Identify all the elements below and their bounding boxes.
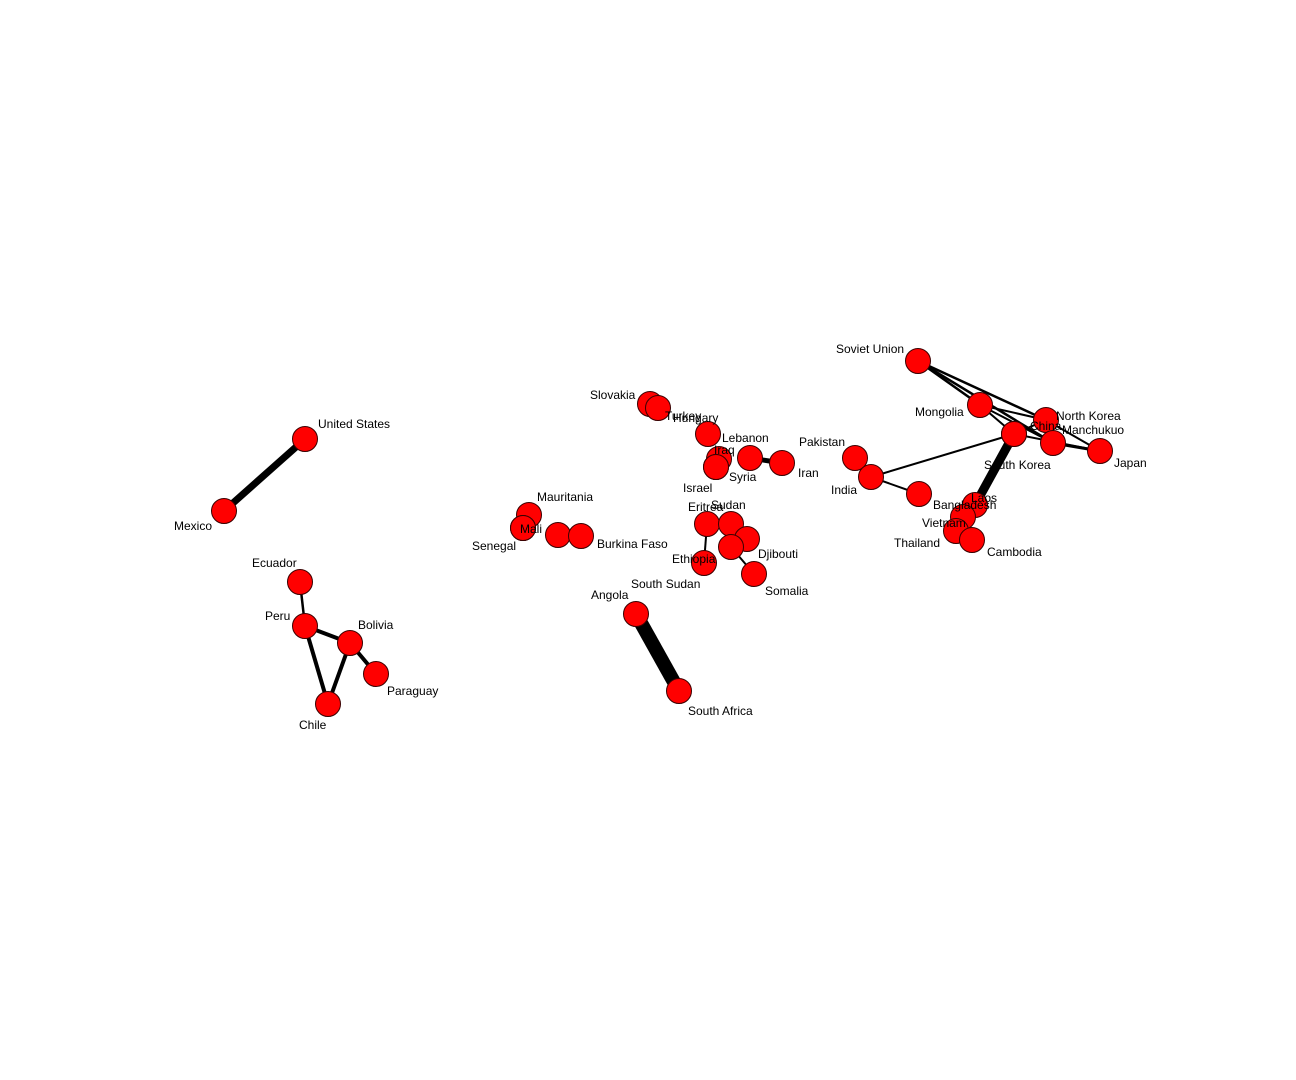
edge-angola-south_africa — [629, 610, 686, 695]
node-label-slovakia: Slovakia — [590, 388, 636, 402]
node-turkey — [645, 395, 671, 421]
node-south-africa — [666, 678, 692, 704]
node-label-israel: Israel — [683, 481, 712, 495]
node-label-iran: Iran — [798, 466, 819, 480]
node-eritrea — [694, 511, 720, 537]
node-label-burkina-faso: Burkina Faso — [597, 537, 668, 551]
node-label-sudan: Sudan — [711, 498, 746, 512]
node-label-mauritania: Mauritania — [537, 490, 593, 504]
node-label-senegal: Senegal — [472, 539, 516, 553]
node-label-south-sudan: South Sudan — [631, 577, 700, 591]
node-label-north-korea: North Korea — [1056, 409, 1121, 423]
node-label-hungary: Hungary — [673, 411, 718, 425]
node-label-ecuador: Ecuador — [252, 556, 297, 570]
node-ethiopia — [691, 550, 717, 576]
node-pakistan — [842, 445, 868, 471]
node-cambodia — [959, 527, 985, 553]
edge-china-india — [870, 433, 1015, 478]
label-layer: United States Mexico Ecuador Peru Bolivia Par… — [174, 342, 1147, 732]
node-soviet-union — [905, 348, 931, 374]
node-label-somalia: Somalia — [765, 584, 809, 598]
edge-united_states-mexico — [221, 436, 308, 514]
node-somalia — [741, 561, 767, 587]
node-label-china: China — [1030, 419, 1062, 433]
node-label-bangladesh: Bangladesh — [933, 498, 996, 512]
edge-soviet_union-north_korea — [917, 359, 1047, 422]
node-manchukuo — [1040, 430, 1066, 456]
node-label-japan: Japan — [1114, 456, 1147, 470]
node-ecuador — [287, 569, 313, 595]
node-label-eritrea: Eritrea — [688, 500, 724, 514]
node-india — [858, 464, 884, 490]
node-layer — [211, 348, 1113, 717]
node-label-ethiopia: Ethiopia — [672, 552, 716, 566]
node-iran — [769, 450, 795, 476]
node-label-bolivia: Bolivia — [358, 618, 394, 632]
node-label-india: India — [831, 483, 857, 497]
node-label-iraq: Iraq — [714, 443, 735, 457]
node-label-south-africa: South Africa — [688, 704, 753, 718]
node-label-peru: Peru — [265, 609, 290, 623]
edge-china-laos — [971, 431, 1018, 508]
node-mexico — [211, 498, 237, 524]
node-label-lebanon: Lebanon — [722, 431, 769, 445]
node-angola — [623, 601, 649, 627]
node-label-laos: Laos — [971, 491, 997, 505]
node-label-paraguay: Paraguay — [387, 684, 438, 698]
edge-peru-chile — [303, 625, 330, 705]
node-south-korea — [1001, 421, 1027, 447]
node-label-syria: Syria — [729, 470, 757, 484]
node-burkina-faso-a — [545, 522, 571, 548]
node-burkina-faso — [568, 523, 594, 549]
node-japan — [1087, 438, 1113, 464]
node-paraguay — [363, 661, 389, 687]
node-peru — [292, 613, 318, 639]
node-label-angola: Angola — [591, 588, 629, 602]
node-djibouti — [718, 534, 744, 560]
node-label-djibouti: Djibouti — [758, 547, 798, 561]
node-mongolia — [967, 392, 993, 418]
node-label-soviet-union: Soviet Union — [836, 342, 904, 356]
node-united-states — [292, 426, 318, 452]
node-label-manchukuo: Manchukuo — [1062, 423, 1124, 437]
node-label-thailand: Thailand — [894, 536, 940, 550]
node-label-pakistan: Pakistan — [799, 435, 845, 449]
node-label-mali: Mali — [520, 522, 542, 536]
node-senegal — [510, 515, 536, 541]
node-label-south-korea: South Korea — [984, 458, 1051, 472]
node-label-mongolia: Mongolia — [915, 405, 964, 419]
node-lebanon — [737, 445, 763, 471]
node-bolivia — [337, 630, 363, 656]
node-label-chile: Chile — [299, 718, 327, 732]
node-label-cambodia: Cambodia — [987, 545, 1042, 559]
node-label-united-states: United States — [318, 417, 390, 431]
node-label-vietnam: Vietnam — [922, 516, 966, 530]
node-chile — [315, 691, 341, 717]
node-israel — [703, 454, 729, 480]
node-hungary — [695, 421, 721, 447]
node-label-turkey: Turkey — [665, 409, 701, 423]
node-bangladesh — [906, 481, 932, 507]
node-label-mexico: Mexico — [174, 519, 212, 533]
